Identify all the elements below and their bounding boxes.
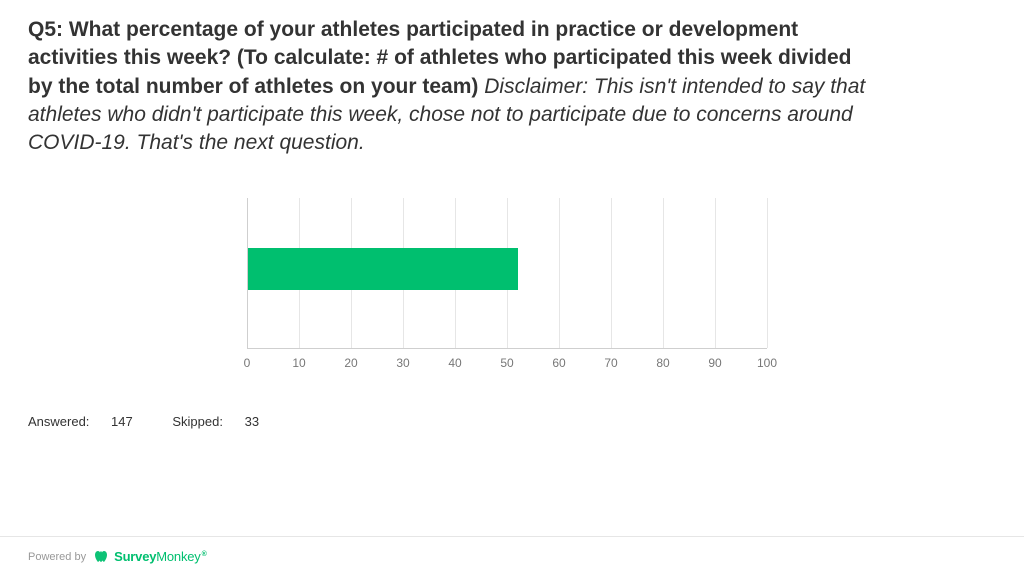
chart-tick-label: 70 [604,356,617,370]
powered-by-label: Powered by [28,551,86,563]
chart-gridline [715,198,716,348]
chart-tick-label: 60 [552,356,565,370]
chart-tick-label: 20 [344,356,357,370]
chart-bar [248,248,518,290]
footer: Powered by SurveyMonkey® [0,536,1024,576]
chart-tick-label: 80 [656,356,669,370]
chart-tick-label: 10 [292,356,305,370]
answered-label: Answered: [28,414,89,429]
chart-tick-label: 50 [500,356,513,370]
skipped-stat: Skipped: 33 [172,414,277,429]
chart-container: 0 10 20 30 40 50 60 70 80 90 100 [247,198,777,378]
chart-gridline [663,198,664,348]
answered-stat: Answered: 147 [28,414,154,429]
answered-value: 147 [111,414,133,429]
skipped-label: Skipped: [172,414,223,429]
chart-gridline [767,198,768,348]
chart-x-axis [247,348,767,349]
surveymonkey-logo[interactable]: SurveyMonkey® [94,549,206,565]
chart-tick-label: 100 [757,356,777,370]
response-stats: Answered: 147 Skipped: 33 [28,414,996,429]
chart-gridline [611,198,612,348]
chart-tick-label: 40 [448,356,461,370]
chart-gridline [559,198,560,348]
surveymonkey-wordmark: SurveyMonkey® [114,549,206,564]
chart-plot-area: 0 10 20 30 40 50 60 70 80 90 100 [247,198,777,378]
skipped-value: 33 [245,414,259,429]
chart-tick-label: 30 [396,356,409,370]
chart-tick-label: 90 [708,356,721,370]
question-title: Q5: What percentage of your athletes par… [28,16,868,158]
surveymonkey-mark-icon [94,549,110,565]
chart-tick-label: 0 [244,356,251,370]
